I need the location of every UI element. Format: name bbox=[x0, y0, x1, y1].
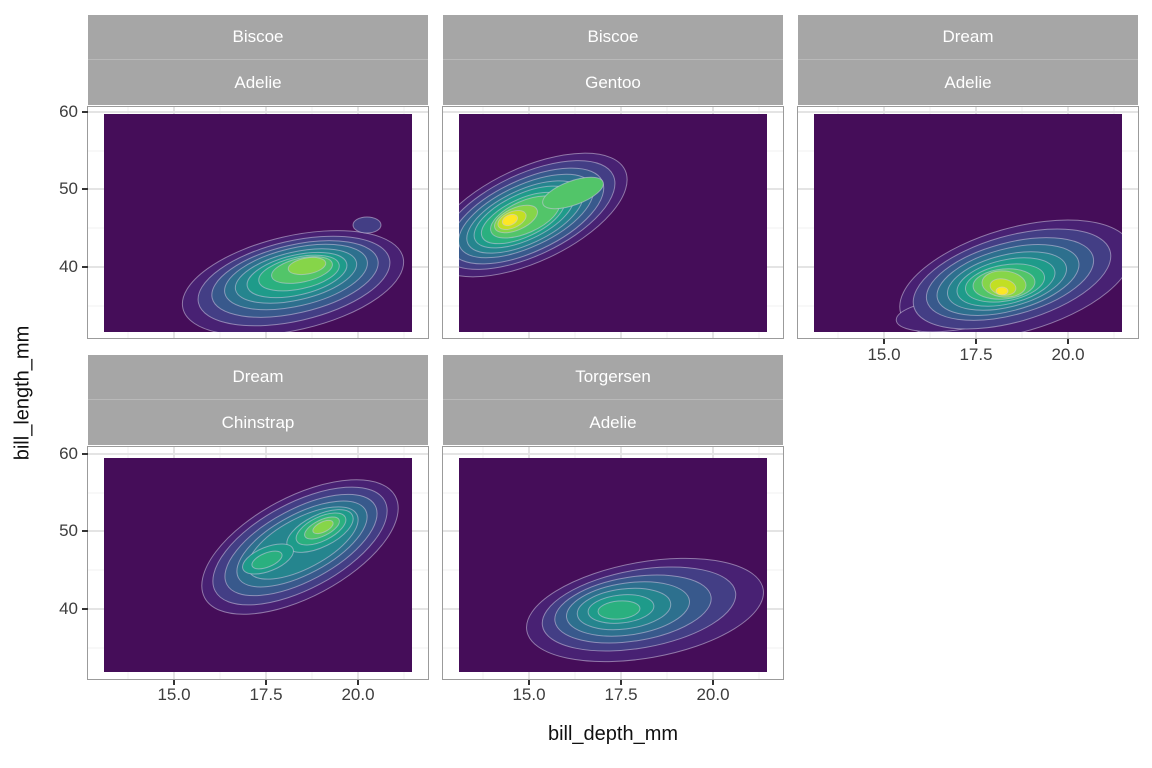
facet-strip-species-label: Chinstrap bbox=[221, 412, 295, 432]
y-tick-label: 50 bbox=[59, 179, 78, 198]
facet-strip-island-label: Biscoe bbox=[232, 27, 284, 46]
y-axis-title: bill_length_mm bbox=[11, 325, 34, 461]
facet-biscoe-gentoo: Biscoe Gentoo bbox=[442, 15, 784, 339]
y-tick-label: 40 bbox=[59, 599, 78, 618]
y-tick-mark bbox=[82, 266, 88, 268]
facet-torgersen-adelie: Torgersen Adelie bbox=[442, 355, 784, 680]
density-bands bbox=[104, 114, 412, 332]
density-bands bbox=[459, 114, 767, 332]
facet-strip-species-label: Adelie bbox=[944, 72, 992, 92]
x-tick-label: 17.5 bbox=[249, 685, 283, 704]
x-tick-mark bbox=[883, 339, 885, 344]
facet-dream-chinstrap: Dream Chinstrap bbox=[87, 355, 429, 680]
y-tick-mark bbox=[82, 111, 88, 113]
density-panel bbox=[797, 106, 1139, 339]
y-tick-mark bbox=[82, 453, 88, 455]
x-tick-label: 15.0 bbox=[157, 685, 191, 704]
x-tick-label: 20.0 bbox=[696, 685, 730, 704]
facet-strip-species: Adelie bbox=[798, 60, 1138, 105]
facet-strip-species-label: Adelie bbox=[589, 412, 637, 432]
y-tick-mark bbox=[82, 188, 88, 190]
facet-strip-island: Torgersen bbox=[443, 355, 783, 400]
density-contour-canvas bbox=[443, 447, 783, 679]
density-contour-canvas bbox=[88, 447, 428, 679]
y-tick-label: 50 bbox=[59, 521, 78, 540]
facet-strip-species: Gentoo bbox=[443, 60, 783, 105]
x-tick-label: 20.0 bbox=[1051, 345, 1085, 364]
y-tick-mark bbox=[82, 530, 88, 532]
density-bands bbox=[459, 458, 767, 672]
x-tick-mark bbox=[975, 339, 977, 344]
x-tick-mark bbox=[1067, 339, 1069, 344]
facet-strip-island-label: Dream bbox=[942, 27, 994, 46]
facet-dream-adelie: Dream Adelie bbox=[797, 15, 1139, 339]
facet-strip-species-label: Gentoo bbox=[585, 72, 641, 92]
density-panel bbox=[87, 446, 429, 680]
density-bands bbox=[104, 458, 412, 672]
x-tick-label: 17.5 bbox=[604, 685, 638, 704]
density-panel bbox=[442, 446, 784, 680]
x-tick-label: 15.0 bbox=[867, 345, 901, 364]
x-tick-mark bbox=[712, 680, 714, 685]
x-tick-mark bbox=[528, 680, 530, 685]
facet-biscoe-adelie: Biscoe Adelie bbox=[87, 15, 429, 339]
density-panel bbox=[442, 106, 784, 339]
facet-strip-island: Biscoe bbox=[88, 15, 428, 60]
y-tick-label: 40 bbox=[59, 257, 78, 276]
x-tick-mark bbox=[265, 680, 267, 685]
density-bands bbox=[814, 114, 1122, 332]
x-tick-mark bbox=[173, 680, 175, 685]
density-contour-canvas bbox=[443, 107, 783, 338]
y-tick-mark bbox=[82, 608, 88, 610]
facet-strip-species: Adelie bbox=[88, 60, 428, 105]
x-tick-label: 20.0 bbox=[341, 685, 375, 704]
facet-strip-species: Adelie bbox=[443, 400, 783, 445]
density-contour-canvas bbox=[88, 107, 428, 338]
density-contour-canvas bbox=[798, 107, 1138, 338]
facet-strip-island: Biscoe bbox=[443, 15, 783, 60]
y-tick-label: 60 bbox=[59, 102, 78, 121]
x-tick-label: 17.5 bbox=[959, 345, 993, 364]
facet-strip-island: Dream bbox=[88, 355, 428, 400]
y-tick-label: 60 bbox=[59, 444, 78, 463]
x-tick-mark bbox=[620, 680, 622, 685]
facet-strip-island: Dream bbox=[798, 15, 1138, 60]
x-axis-title: bill_depth_mm bbox=[547, 723, 679, 745]
facet-strip-species-label: Adelie bbox=[234, 72, 282, 92]
density-panel bbox=[87, 106, 429, 339]
facet-strip-island-label: Biscoe bbox=[587, 27, 639, 46]
facet-strip-island-label: Torgersen bbox=[575, 367, 651, 386]
x-tick-label: 15.0 bbox=[512, 685, 546, 704]
facet-strip-island-label: Dream bbox=[232, 367, 284, 386]
x-tick-mark bbox=[357, 680, 359, 685]
facet-strip-species: Chinstrap bbox=[88, 400, 428, 445]
